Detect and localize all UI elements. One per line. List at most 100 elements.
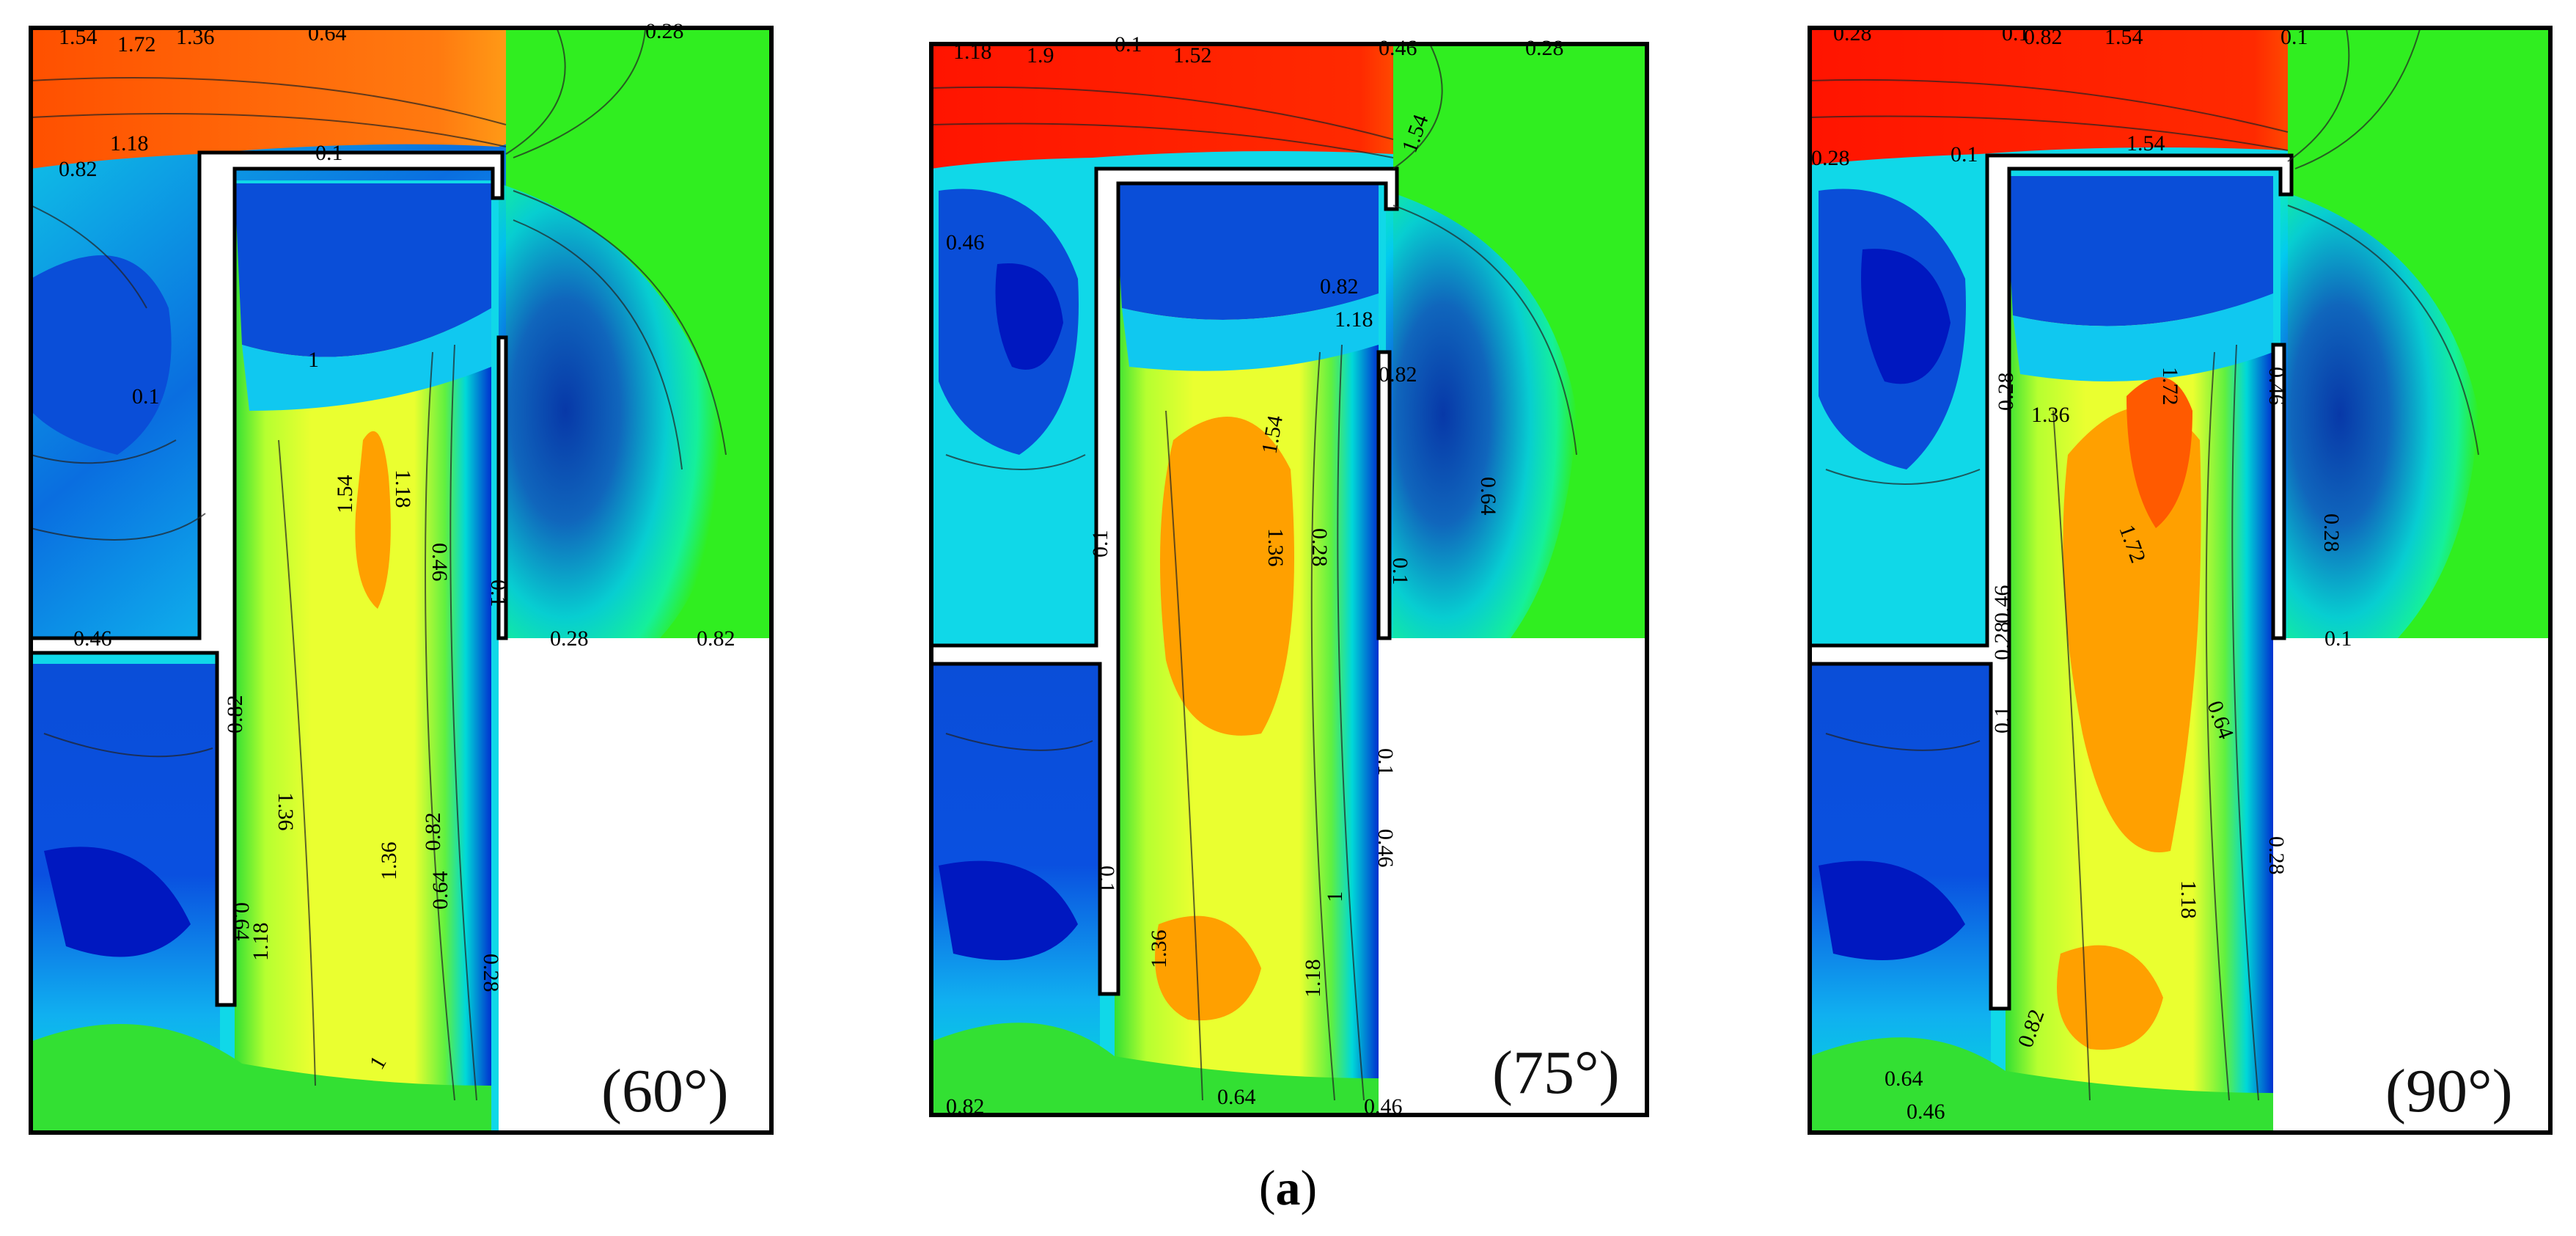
orange-pocket-lower (1155, 915, 1261, 1021)
contour-label: 0.82 (223, 695, 247, 734)
contour-label: 0.46 (1379, 36, 1417, 60)
contour-label: 0.1 (1388, 557, 1412, 585)
contour-label: 0.1 (1990, 706, 2014, 734)
contour-label: 0.1 (486, 579, 510, 607)
channel-top-cyan (1122, 293, 1379, 371)
contour-label: 1.36 (176, 25, 215, 49)
contour-label: 0.1 (132, 384, 160, 409)
contour-label: 1.54 (59, 25, 98, 49)
contour-label: 1.9 (1027, 43, 1054, 67)
contour-label: 0.46 (1373, 829, 1398, 868)
angle-label: (90°) (2385, 1057, 2513, 1125)
upstream-deep-blue (995, 263, 1063, 370)
contour-label: 1.36 (2031, 403, 2070, 427)
contour-label: 0.1 (1373, 748, 1398, 776)
panel-frame (929, 42, 1649, 1117)
contour-label: 1.18 (953, 40, 992, 64)
contour-label: 1.72 (117, 32, 156, 56)
orange-pocket-lower (2057, 945, 2163, 1050)
panel-frame (29, 26, 774, 1135)
right-step-wall (2271, 343, 2286, 640)
contour-label: 0.82 (1379, 362, 1417, 387)
contour-label: 0.28 (550, 626, 589, 651)
gap-wake (499, 183, 722, 638)
contour-label: 1.36 (274, 792, 298, 831)
panel-90: 0.28 0.1 1.54 0.28 1.36 1.72 0.46 0.28 0… (1808, 21, 2553, 1135)
contour-label: 0.82 (1320, 274, 1359, 299)
contour-label: 0.64 (230, 902, 254, 941)
contour-label: 0.1 (1088, 530, 1112, 558)
contour-label: 1.18 (391, 469, 415, 508)
channel-top-blue (2006, 176, 2273, 326)
channel-top-blue (1115, 176, 1379, 320)
contour-label: 0.46 (428, 543, 452, 582)
contour-label: 0.1 (2280, 25, 2308, 49)
upstream-deep-blue (1861, 249, 1951, 384)
contour-label: 0.46 (1990, 585, 2014, 624)
contour-label: 0.64 (1885, 1067, 1923, 1091)
contour-label: 1.54 (2127, 131, 2165, 156)
upstream-blue-region (31, 255, 172, 455)
bottom-left-deep-blue (939, 860, 1078, 960)
panel-frame (1808, 26, 2553, 1135)
angle-label: (60°) (601, 1057, 729, 1125)
contour-label: 0.46 (946, 230, 985, 255)
contour-label: 1 (1323, 891, 1347, 902)
bottom-flow-green (31, 1024, 491, 1133)
contour-label: 0.46 (1364, 1094, 1403, 1119)
contour-label: 0.1 (2324, 626, 2352, 651)
right-wall-white (2273, 638, 2550, 1133)
contour-label: 1.36 (1263, 528, 1288, 567)
contour-label: 0.28 (1990, 622, 2014, 661)
contour-label: 0.82 (2024, 25, 2063, 49)
contour-label: 0.1 (315, 141, 343, 165)
contour-label: 1.54 (2105, 25, 2143, 49)
orange-pocket (2063, 406, 2201, 852)
channel-top-cyan (242, 308, 491, 411)
contour-label: 0.46 (73, 626, 112, 651)
figure-caption: (a) (0, 1159, 2576, 1217)
contour-label: 0.82 (59, 157, 98, 181)
contour-label: 1.18 (110, 131, 149, 156)
caption-letter: a (1275, 1160, 1301, 1215)
contour-label: 0.46 (2264, 367, 2289, 406)
contour-label: 0.1 (1951, 142, 1978, 167)
caption-close: ) (1300, 1160, 1318, 1215)
contour-label: 0.82 (421, 813, 445, 852)
contour-label: 0.28 (645, 19, 684, 43)
contour-label: 1.52 (1173, 43, 1212, 67)
bottom-flow-green (1810, 1037, 2273, 1133)
contour-label: 0.64 (308, 21, 347, 45)
contour-label: 0.28 (2264, 836, 2289, 875)
contour-label: 1.36 (377, 842, 401, 881)
caption-open: ( (1258, 1160, 1276, 1215)
contour-label: 0.64 (1217, 1085, 1256, 1109)
right-step-wall (1376, 350, 1392, 640)
bottom-flow-green (931, 1023, 1379, 1115)
contour-label: 1.18 (2176, 880, 2201, 919)
contour-label: 0.46 (1907, 1100, 1945, 1124)
contour-label: 0.28 (1307, 528, 1332, 567)
contour-label: 0.64 (428, 871, 452, 910)
right-wall-white (499, 638, 771, 1133)
contour-label: 0.28 (1811, 146, 1850, 170)
contour-label: 0.1 (1115, 32, 1142, 56)
contour-label: 1 (308, 348, 319, 372)
contour-label: 1.18 (249, 923, 273, 962)
contour-label: 1.18 (1335, 307, 1373, 332)
channel-top-cyan (2013, 293, 2273, 381)
orange-pocket (1160, 417, 1294, 736)
bottom-left-deep-blue (44, 846, 191, 957)
panel-75: 1.18 1.9 0.1 1.52 0.46 0.28 1.54 0.46 0.… (929, 32, 1649, 1119)
right-step-wall (496, 335, 508, 640)
contour-label: 0.28 (1525, 36, 1564, 60)
contour-label: 0.64 (1476, 477, 1500, 516)
channel-top-blue (235, 183, 491, 357)
contour-label: 0.28 (479, 954, 503, 992)
panel-60: 1.54 1.72 1.36 0.64 0.28 0.1 1.18 0.82 0… (29, 19, 774, 1135)
contour-label: 0.28 (1833, 21, 1872, 45)
contour-label: 0.82 (697, 626, 735, 651)
right-wall-white (1379, 638, 1647, 1115)
gap-wake (1386, 191, 1577, 638)
